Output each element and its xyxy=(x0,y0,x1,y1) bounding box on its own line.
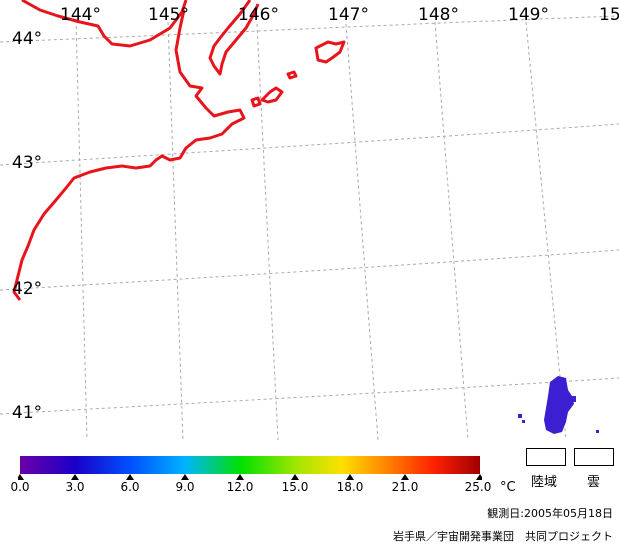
land-legend-label: 陸域 xyxy=(531,475,558,490)
latitude-label: 42° xyxy=(12,279,42,299)
longitude-label: 149° xyxy=(508,5,549,25)
colorbar-tick xyxy=(476,474,482,480)
longitude-label: 146° xyxy=(238,5,279,25)
project-credit: 岩手県／宇宙開発事業団 共同プロジェクト xyxy=(393,530,613,543)
colorbar-tick xyxy=(401,474,409,480)
colorbar-tick xyxy=(181,474,189,480)
colorbar-tick-label: 6.0 xyxy=(120,480,140,494)
latitude-label: 41° xyxy=(12,403,42,423)
cloud-legend-swatch xyxy=(574,448,614,466)
colorbar-tick xyxy=(71,474,79,480)
latitude-label: 43° xyxy=(12,153,42,173)
colorbar-unit: °C xyxy=(500,480,516,495)
colorbar-tick-label: 15.0 xyxy=(281,480,309,494)
longitude-grid xyxy=(75,19,567,440)
colorbar-tick-label: 18.0 xyxy=(336,480,364,494)
observation-date: 観測日:2005年05月18日 xyxy=(487,507,613,520)
longitude-label: 144° xyxy=(60,5,101,25)
longitude-label: 145° xyxy=(148,5,189,25)
land-legend-swatch xyxy=(526,448,566,466)
latitude-grid xyxy=(0,15,619,415)
colorbar-tick xyxy=(18,474,24,480)
sea-surface-temperature-map: 144° 145° 146° 147° 148° 149° 15 44° 43°… xyxy=(0,0,619,440)
temperature-colorbar xyxy=(18,456,482,480)
colorbar-tick-label: 3.0 xyxy=(65,480,85,494)
colorbar-tick xyxy=(291,474,299,480)
colorbar-tick-label: 12.0 xyxy=(226,480,254,494)
colorbar-tick xyxy=(126,474,134,480)
cloud-legend-label: 雲 xyxy=(587,475,601,490)
longitude-label: 148° xyxy=(418,5,459,25)
colorbar-tick xyxy=(346,474,354,480)
longitude-label: 15 xyxy=(599,5,619,25)
longitude-label: 147° xyxy=(328,5,369,25)
colorbar-tick xyxy=(236,474,244,480)
colorbar-tick-label: 21.0 xyxy=(391,480,419,494)
sst-data-pixels xyxy=(518,376,599,434)
colorbar-gradient xyxy=(20,456,480,474)
colorbar-tick-label: 9.0 xyxy=(175,480,195,494)
colorbar-tick-label: 25.0 xyxy=(464,480,492,494)
colorbar-ticks xyxy=(18,474,482,480)
latitude-label: 44° xyxy=(12,29,42,49)
colorbar-tick-label: 0.0 xyxy=(10,480,30,494)
coastline xyxy=(12,0,346,301)
